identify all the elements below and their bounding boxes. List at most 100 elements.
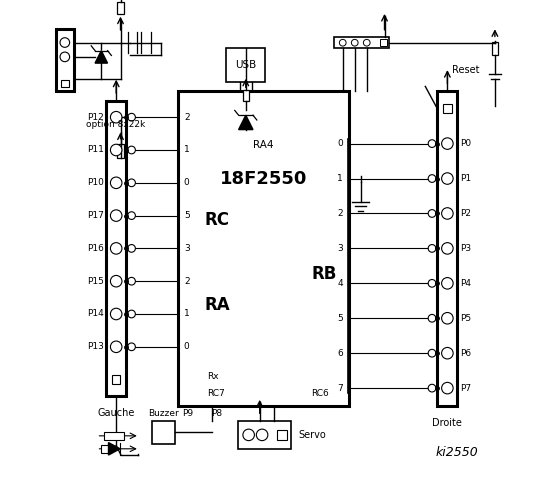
Text: RA4: RA4: [253, 140, 274, 150]
Bar: [380, 39, 387, 46]
Bar: [106, 101, 126, 396]
Polygon shape: [108, 443, 120, 455]
Bar: [56, 29, 74, 91]
Circle shape: [442, 208, 453, 219]
Circle shape: [428, 244, 436, 252]
Text: Droite: Droite: [432, 418, 462, 428]
Circle shape: [257, 429, 268, 441]
Text: P9: P9: [182, 409, 193, 418]
Text: P15: P15: [87, 276, 104, 286]
Bar: [117, 2, 124, 14]
Text: Gauche: Gauche: [97, 408, 135, 418]
Bar: [334, 37, 389, 48]
Text: RC6: RC6: [311, 389, 329, 398]
Circle shape: [111, 341, 122, 352]
Circle shape: [111, 177, 122, 189]
Text: P16: P16: [87, 244, 104, 253]
Circle shape: [128, 310, 135, 318]
Bar: [238, 421, 291, 449]
Circle shape: [340, 39, 346, 46]
Circle shape: [60, 38, 70, 48]
Bar: [243, 90, 249, 101]
Circle shape: [428, 349, 436, 357]
Text: P7: P7: [460, 384, 471, 393]
Circle shape: [128, 179, 135, 187]
Text: USB: USB: [235, 60, 257, 70]
Text: 3: 3: [184, 244, 190, 253]
Text: option 8x22k: option 8x22k: [86, 120, 145, 129]
Bar: [152, 421, 175, 444]
Circle shape: [442, 277, 453, 289]
Text: 5: 5: [337, 314, 343, 323]
Text: 3: 3: [337, 244, 343, 253]
Text: 1: 1: [184, 145, 190, 155]
Bar: [443, 104, 452, 113]
Circle shape: [111, 243, 122, 254]
Polygon shape: [238, 115, 253, 130]
Circle shape: [243, 429, 254, 441]
Text: 0: 0: [337, 139, 343, 148]
Text: P8: P8: [211, 409, 222, 418]
Text: P13: P13: [87, 342, 104, 351]
Text: P11: P11: [87, 145, 104, 155]
Text: P14: P14: [87, 310, 104, 319]
Circle shape: [428, 175, 436, 182]
Circle shape: [128, 277, 135, 285]
Text: P0: P0: [460, 139, 471, 148]
Circle shape: [111, 111, 122, 123]
Text: P5: P5: [460, 314, 471, 323]
Circle shape: [128, 343, 135, 350]
Text: RC: RC: [205, 211, 229, 229]
Circle shape: [128, 244, 135, 252]
Circle shape: [111, 308, 122, 320]
Text: P17: P17: [87, 211, 104, 220]
Circle shape: [363, 39, 370, 46]
Polygon shape: [95, 51, 107, 63]
Bar: [437, 91, 457, 406]
Bar: [117, 144, 124, 158]
Circle shape: [111, 210, 122, 221]
Text: 2: 2: [184, 276, 190, 286]
Circle shape: [428, 140, 436, 147]
Circle shape: [128, 146, 135, 154]
Text: 18F2550: 18F2550: [220, 170, 307, 188]
Text: P6: P6: [460, 348, 471, 358]
Bar: [104, 432, 124, 440]
Text: 5: 5: [184, 211, 190, 220]
Text: 4: 4: [337, 279, 343, 288]
Circle shape: [442, 173, 453, 184]
Text: 2: 2: [184, 113, 190, 122]
Text: 1: 1: [337, 174, 343, 183]
Text: P1: P1: [460, 174, 471, 183]
Text: P10: P10: [87, 178, 104, 187]
Text: 7: 7: [337, 384, 343, 393]
Bar: [101, 445, 108, 453]
Circle shape: [111, 276, 122, 287]
Text: 0: 0: [184, 342, 190, 351]
Circle shape: [128, 212, 135, 219]
Text: RA: RA: [205, 296, 230, 314]
Text: 0: 0: [184, 178, 190, 187]
Circle shape: [428, 314, 436, 322]
Bar: [178, 91, 348, 406]
Text: P4: P4: [460, 279, 471, 288]
Text: Reset: Reset: [452, 65, 480, 74]
Text: Buzzer: Buzzer: [148, 409, 179, 418]
Circle shape: [442, 243, 453, 254]
Text: P3: P3: [460, 244, 471, 253]
Text: P12: P12: [87, 113, 104, 122]
Circle shape: [60, 52, 70, 62]
Circle shape: [428, 384, 436, 392]
Text: 2: 2: [337, 209, 343, 218]
Bar: [226, 48, 265, 82]
Text: 6: 6: [337, 348, 343, 358]
Text: ki2550: ki2550: [435, 445, 478, 459]
Text: Servo: Servo: [298, 430, 326, 440]
Text: RB: RB: [311, 264, 336, 283]
Text: Rx: Rx: [207, 372, 218, 381]
Circle shape: [128, 113, 135, 121]
Circle shape: [428, 279, 436, 287]
Bar: [112, 375, 121, 384]
Text: RC7: RC7: [207, 389, 225, 398]
Circle shape: [442, 312, 453, 324]
